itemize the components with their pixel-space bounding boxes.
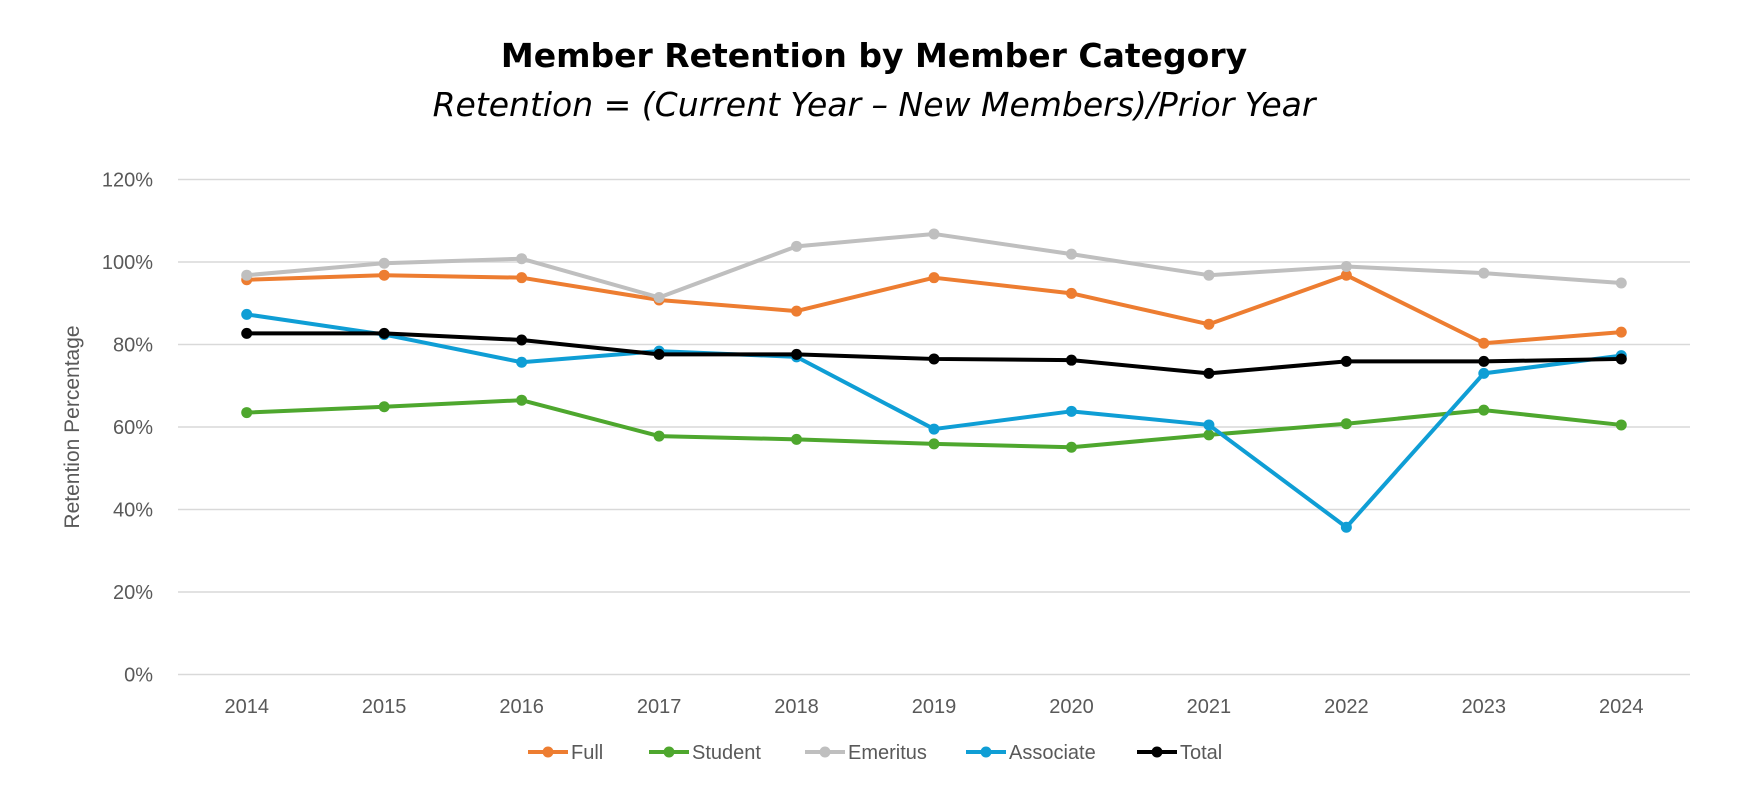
data-point (653, 430, 665, 442)
series-student (241, 394, 1627, 453)
x-tick-label: 2016 (499, 696, 544, 718)
data-point (1478, 337, 1490, 349)
data-point (928, 228, 940, 240)
x-tick-label: 2018 (774, 696, 819, 718)
legend-marker (663, 746, 675, 758)
x-tick-label: 2020 (1049, 696, 1094, 718)
chart-title: Member Retention by Member Category (501, 36, 1247, 75)
data-point (1615, 277, 1627, 289)
x-axis-ticks: 2014 2015 2016 2017 2018 2019 2020 2021 2022 2023… (224, 696, 1643, 718)
data-point (241, 407, 253, 419)
data-point (1065, 354, 1077, 366)
x-tick-label: 2021 (1187, 696, 1232, 718)
x-tick-label: 2019 (912, 696, 957, 718)
data-point (1065, 405, 1077, 417)
y-tick-label: 40% (113, 500, 153, 522)
legend-marker (819, 746, 831, 758)
data-point (1340, 521, 1352, 533)
legend-marker (542, 746, 554, 758)
data-point (791, 433, 803, 445)
legend-item-associate: Associate (966, 742, 1096, 764)
data-point (1340, 355, 1352, 367)
legend-label: Total (1180, 742, 1222, 764)
data-point (928, 423, 940, 435)
data-point (1203, 367, 1215, 379)
series-lines (241, 228, 1627, 533)
data-point (1203, 419, 1215, 431)
data-point (516, 272, 528, 284)
legend-item-student: Student (649, 742, 761, 764)
data-point (1615, 353, 1627, 365)
data-point (1203, 429, 1215, 441)
y-tick-label: 120% (102, 170, 153, 192)
data-point (378, 269, 390, 281)
series-associate (241, 308, 1627, 533)
data-point (516, 334, 528, 346)
data-point (791, 348, 803, 360)
legend-item-emeritus: Emeritus (805, 742, 927, 764)
legend-item-full: Full (528, 742, 603, 764)
data-point (791, 305, 803, 317)
y-tick-label: 60% (113, 417, 153, 439)
x-tick-label: 2024 (1599, 696, 1644, 718)
data-point (653, 291, 665, 303)
x-tick-label: 2022 (1324, 696, 1369, 718)
y-tick-label: 100% (102, 252, 153, 274)
legend-label: Student (692, 742, 761, 764)
data-point (1065, 287, 1077, 299)
series-emeritus (241, 228, 1627, 303)
data-point (516, 253, 528, 265)
data-point (1478, 355, 1490, 367)
data-point (241, 327, 253, 339)
data-point (1203, 269, 1215, 281)
data-point (928, 438, 940, 450)
data-point (378, 401, 390, 413)
legend: Full Student Emeritus Associate Total (528, 742, 1222, 764)
data-point (1615, 419, 1627, 431)
chart-subtitle: Retention = (Current Year – New Members)… (433, 85, 1318, 124)
x-tick-label: 2015 (362, 696, 407, 718)
series-total (241, 327, 1627, 379)
x-tick-label: 2023 (1462, 696, 1507, 718)
legend-item-total: Total (1137, 742, 1222, 764)
legend-marker (980, 746, 992, 758)
data-point (241, 308, 253, 320)
data-point (1340, 261, 1352, 273)
y-tick-label: 0% (124, 665, 153, 687)
data-point (1478, 404, 1490, 416)
data-point (928, 272, 940, 284)
series-line (246, 331, 1622, 376)
data-point (241, 269, 253, 281)
data-point (1065, 441, 1077, 453)
data-point (1065, 248, 1077, 260)
data-point (1478, 267, 1490, 279)
data-point (1340, 418, 1352, 430)
y-tick-label: 80% (113, 335, 153, 357)
series-line (246, 231, 1622, 300)
data-point (1203, 318, 1215, 330)
data-point (378, 327, 390, 339)
x-tick-label: 2014 (224, 696, 269, 718)
data-point (516, 394, 528, 406)
y-axis-ticks: 0% 20% 40% 60% 80% 100% 120% (102, 170, 153, 687)
data-point (378, 257, 390, 269)
legend-label: Full (571, 742, 603, 764)
series-line (246, 312, 1622, 530)
data-point (516, 356, 528, 368)
x-tick-label: 2017 (637, 696, 682, 718)
y-axis-title: Retention Percentage (61, 325, 84, 528)
legend-label: Associate (1009, 742, 1096, 764)
data-point (1615, 326, 1627, 338)
data-point (791, 240, 803, 252)
legend-label: Emeritus (848, 742, 927, 764)
y-tick-label: 20% (113, 582, 153, 604)
legend-marker (1151, 746, 1163, 758)
data-point (653, 348, 665, 360)
series-line (246, 273, 1622, 346)
data-point (1340, 269, 1352, 281)
data-point (1478, 367, 1490, 379)
data-point (928, 353, 940, 365)
